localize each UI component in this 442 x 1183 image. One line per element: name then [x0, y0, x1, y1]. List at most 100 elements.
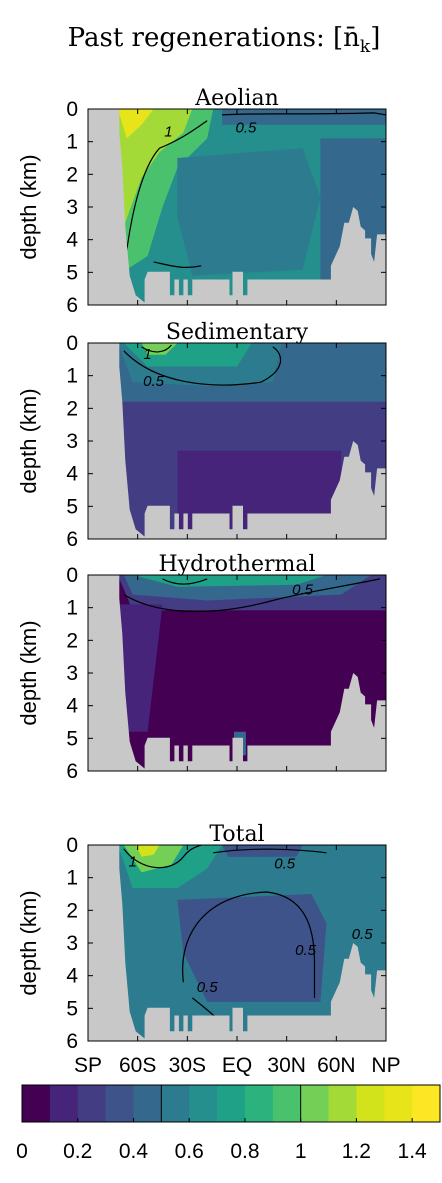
land-mask: [88, 109, 148, 305]
y-tick-label: 2: [66, 899, 78, 922]
x-tick-label: 60S: [119, 1054, 156, 1077]
contour-label: 1: [143, 346, 151, 363]
contour-line: [162, 578, 208, 585]
land-mask: [144, 505, 333, 539]
y-tick-label: 1: [66, 131, 78, 154]
field-region: [117, 109, 154, 139]
y-tick-label: 0: [66, 98, 78, 121]
field-region: [117, 109, 193, 227]
y-tick-label: 5: [66, 727, 78, 750]
colorbar-swatch: [105, 1085, 134, 1122]
colorbar-swatch: [384, 1085, 413, 1122]
colorbar-tick-label: 0: [16, 1140, 28, 1163]
contour-line: [123, 845, 202, 869]
land-mask: [144, 737, 333, 771]
colorbar-swatch: [244, 1085, 274, 1122]
panel-title: Hydrothermal: [158, 552, 315, 577]
figure-title: Past regenerations: [n̄k]: [68, 23, 381, 57]
land-mask: [330, 441, 386, 539]
heatmap-field: [88, 575, 386, 771]
colorbar-swatch: [300, 1085, 330, 1122]
figure-title-bracket: ]: [370, 23, 380, 53]
colorbar-swatch: [189, 1085, 218, 1122]
contour-line: [141, 344, 172, 353]
land-mask: [330, 207, 386, 305]
y-tick-label: 3: [66, 196, 78, 219]
heatmap-field: [88, 845, 386, 1041]
y-tick-label: 4: [66, 463, 78, 486]
land-mask: [144, 271, 333, 305]
colorbar-swatch: [49, 1085, 79, 1122]
contour-label: 1: [129, 854, 137, 871]
y-tick-label: 6: [66, 1030, 78, 1053]
y-tick-label: 5: [66, 495, 78, 518]
y-tick-label: 4: [66, 965, 78, 988]
contour-line: [123, 346, 282, 386]
y-tick-label: 3: [66, 932, 78, 955]
land-mask: [144, 1007, 333, 1041]
field-region: [88, 575, 386, 771]
y-tick-label: 5: [66, 261, 78, 284]
contour-line: [182, 891, 316, 998]
contour-label: 0.5: [197, 979, 219, 996]
figure-title-subscript: k: [360, 37, 371, 57]
x-tick-label: SP: [74, 1054, 102, 1077]
contour-line: [222, 112, 386, 116]
colorbar-swatch: [328, 1085, 357, 1122]
x-tick-label: 30S: [169, 1054, 206, 1077]
colorbar-swatch: [77, 1085, 107, 1122]
y-tick-label: 4: [66, 229, 78, 252]
colorbar-swatch: [217, 1085, 246, 1122]
contour-line: [123, 578, 381, 613]
y-tick-label: 1: [66, 597, 78, 620]
colorbar-swatch: [356, 1085, 385, 1122]
y-tick-label: 6: [66, 294, 78, 317]
colorbar-frame: [21, 1084, 441, 1123]
contour-label: 0.5: [143, 373, 165, 390]
land-mask: [330, 673, 386, 771]
y-tick-label: 0: [66, 564, 78, 587]
y-tick-label: 1: [66, 365, 78, 388]
contour-label: 1: [164, 124, 172, 141]
contour-line: [153, 261, 202, 268]
colorbar-tick-label: 0.2: [63, 1140, 92, 1163]
panel-total: 1 0.5 0.5 0.5 0.5 Total 0 1 2 3 4 5 6 depth (km) SP 60S…: [16, 822, 401, 1077]
x-tick-label: 60N: [317, 1054, 356, 1077]
y-tick-label: 6: [66, 760, 78, 783]
colorbar-swatch: [272, 1085, 302, 1122]
colorbar-tick-label: 1.2: [342, 1140, 371, 1163]
field-region: [123, 845, 184, 873]
x-tick-label: NP: [371, 1054, 400, 1077]
colorbar-tick-label: 1.4: [398, 1140, 428, 1163]
y-axis-label: depth (km): [16, 890, 41, 995]
colorbar-tick-label: 0.8: [230, 1140, 259, 1163]
heatmap-field: [88, 343, 386, 539]
panel-title: Total: [209, 822, 264, 847]
contour-label: 0.5: [352, 926, 374, 943]
panel-aeolian: 1 0.5 Aeolian 0 1 2 3 4 5 6 depth (km): [16, 86, 387, 317]
land-mask: [88, 343, 148, 539]
y-tick-label: 3: [66, 662, 78, 685]
x-tick-label: 30N: [267, 1054, 306, 1077]
contour-label: 0.5: [236, 120, 258, 137]
field-region: [117, 604, 163, 732]
land-mask: [88, 845, 148, 1041]
colorbar-swatch: [133, 1085, 162, 1122]
contour-line: [123, 120, 208, 276]
heatmap-field: [88, 109, 386, 305]
y-tick-label: 0: [66, 834, 78, 857]
contour-line: [213, 848, 327, 854]
figure-title-text: Past regenerations: [n̄: [68, 23, 360, 53]
land-mask: [88, 575, 148, 771]
colorbar-tick-label: 0.6: [175, 1140, 204, 1163]
y-tick-label: 1: [66, 867, 78, 890]
y-tick-label: 0: [66, 332, 78, 355]
colorbar-swatch: [22, 1085, 51, 1122]
y-tick-label: 3: [66, 430, 78, 453]
y-tick-label: 6: [66, 528, 78, 551]
y-tick-label: 2: [66, 397, 78, 420]
panel-title: Sedimentary: [166, 320, 309, 345]
y-axis-label: depth (km): [16, 388, 41, 493]
field-region: [177, 894, 327, 1002]
